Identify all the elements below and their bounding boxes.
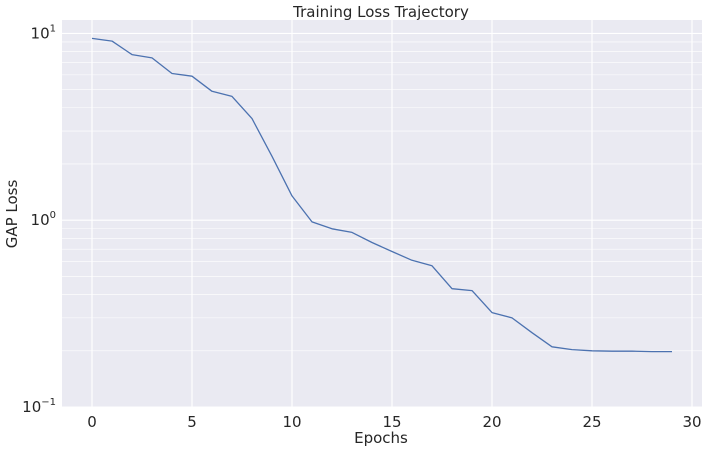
y-axis-ticks: 101 100 10−1	[22, 23, 56, 416]
x-tick-label: 15	[382, 413, 401, 431]
x-tick-label: 5	[187, 413, 197, 431]
plot-area	[62, 20, 702, 407]
x-tick-label: 30	[682, 413, 701, 431]
x-axis-ticks: 0 5 10 15 20 25 30	[87, 413, 701, 431]
grid	[62, 20, 702, 408]
y-tick-label: 10−1	[22, 397, 56, 416]
series-layer	[91, 37, 672, 353]
x-tick-label: 10	[282, 413, 301, 431]
y-tick-label: 100	[31, 210, 56, 229]
x-tick-label: 25	[582, 413, 601, 431]
y-tick-label: 101	[31, 23, 56, 42]
x-tick-label: 0	[87, 413, 97, 431]
x-axis-label: Epochs	[354, 429, 408, 447]
y-axis-label: GAP Loss	[3, 180, 21, 249]
x-tick-label: 20	[482, 413, 501, 431]
series-line	[91, 37, 672, 353]
chart-title: Training Loss Trajectory	[292, 3, 469, 21]
